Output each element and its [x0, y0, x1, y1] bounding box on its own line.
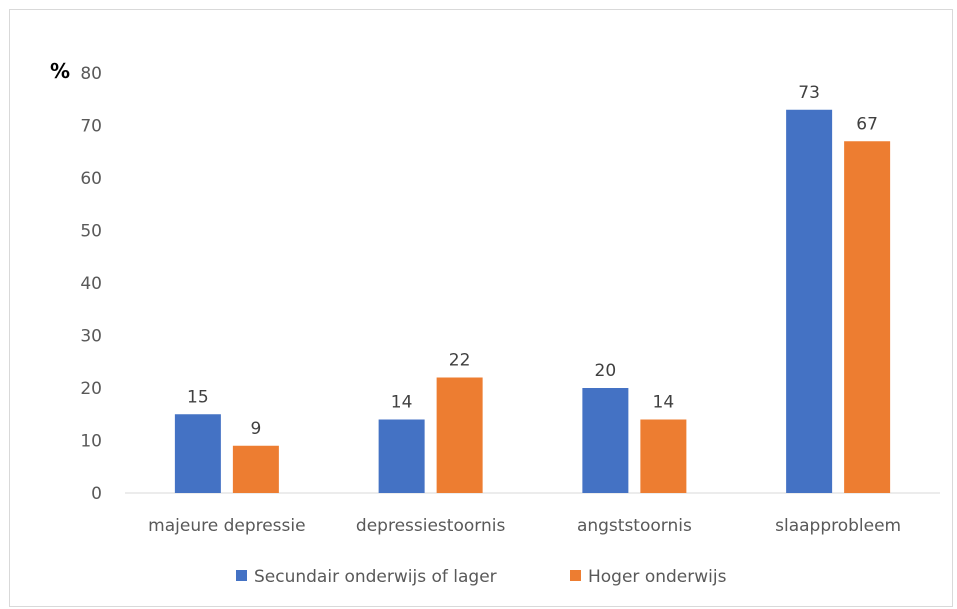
- data-labels: 15 9 14 22 20 14 73 67: [187, 83, 878, 439]
- y-tick-label: 0: [91, 484, 102, 504]
- bar: [640, 419, 687, 493]
- legend-swatch: [570, 570, 581, 581]
- category-labels: majeure depressie depressiestoornis angsts…: [148, 516, 901, 536]
- bars: [174, 109, 891, 493]
- y-tick-label: 40: [80, 274, 102, 294]
- data-label: 73: [798, 83, 820, 103]
- y-tick-label: 50: [80, 222, 102, 242]
- data-label: 15: [187, 387, 209, 407]
- y-tick-label: 30: [80, 327, 102, 347]
- bar: [844, 141, 891, 493]
- data-label: 14: [391, 393, 413, 413]
- y-tick-label: 60: [80, 169, 102, 189]
- data-label: 14: [653, 393, 675, 413]
- bar: [232, 445, 279, 493]
- bar: [582, 388, 629, 493]
- legend-label: Secundair onderwijs of lager: [254, 567, 497, 587]
- bar: [174, 414, 221, 493]
- data-label: 20: [595, 361, 617, 381]
- y-unit-label: %: [50, 59, 70, 83]
- category-label: depressiestoornis: [356, 516, 506, 536]
- bar: [436, 377, 483, 493]
- y-tick-label: 80: [80, 64, 102, 84]
- y-tick-label: 20: [80, 379, 102, 399]
- legend-label: Hoger onderwijs: [588, 567, 727, 587]
- legend-swatch: [236, 570, 247, 581]
- y-tick-label: 70: [80, 117, 102, 137]
- data-label: 22: [449, 351, 471, 371]
- y-axis-ticks: 0 10 20 30 40 50 60 70 80: [80, 64, 102, 504]
- legend: Secundair onderwijs of lager Hoger onderw…: [236, 567, 727, 587]
- y-tick-label: 10: [80, 432, 102, 452]
- data-label: 67: [856, 114, 878, 134]
- category-label: majeure depressie: [148, 516, 305, 536]
- bar: [786, 109, 833, 493]
- bar: [378, 419, 425, 493]
- category-label: angststoornis: [577, 516, 692, 536]
- data-label: 9: [250, 419, 261, 439]
- category-label: slaapprobleem: [775, 516, 901, 536]
